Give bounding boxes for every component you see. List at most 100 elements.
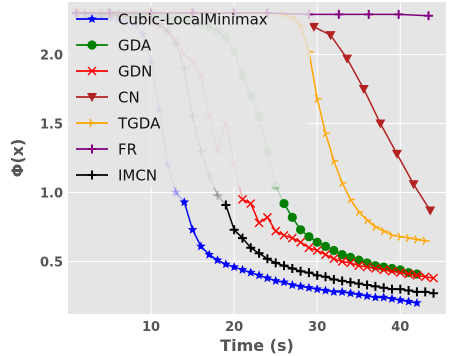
data-point (295, 281, 306, 291)
series-segment (216, 194, 227, 206)
data-point (287, 263, 297, 273)
legend-label: IMCN (118, 167, 157, 185)
data-point (287, 212, 297, 222)
data-point (254, 270, 264, 280)
data-point (196, 241, 206, 251)
data-point (304, 282, 314, 292)
data-point (254, 248, 264, 258)
data-point (329, 274, 339, 284)
data-point (221, 259, 231, 269)
data-point (425, 206, 436, 216)
data-point (372, 222, 380, 232)
data-point (296, 225, 306, 235)
data-point (331, 156, 339, 165)
data-point (362, 280, 372, 290)
data-point (370, 292, 381, 302)
data-point (395, 268, 405, 278)
data-point (179, 197, 190, 207)
legend-label: CN (118, 89, 140, 107)
legend-box (70, 5, 310, 187)
data-point (308, 22, 319, 32)
data-point (345, 288, 356, 298)
series-segment (233, 229, 243, 239)
series-segment (408, 273, 418, 277)
data-point (387, 266, 397, 276)
data-point (212, 255, 223, 265)
data-point (187, 224, 198, 234)
data-point (364, 215, 372, 225)
series-segment (183, 201, 194, 231)
legend-marker (87, 93, 97, 102)
data-point (279, 230, 289, 240)
y-tick-label: 0.5 (40, 256, 63, 271)
data-point (237, 264, 248, 274)
x-axis-label: Time (s) (220, 336, 294, 355)
legend-marker (89, 118, 97, 128)
data-point (279, 277, 289, 287)
legend-marker (87, 40, 97, 50)
data-point (321, 250, 331, 260)
legend-item-gdn: GDN (76, 63, 152, 81)
series-segment (396, 153, 415, 185)
data-point (304, 243, 314, 253)
data-point (312, 246, 322, 255)
legend-marker (87, 14, 97, 23)
data-point (262, 273, 273, 283)
series-cn (308, 22, 436, 216)
y-axis-label: Φ(x) (8, 139, 27, 178)
data-point (312, 270, 322, 280)
data-point (287, 233, 297, 243)
data-point (362, 291, 372, 301)
data-point (337, 276, 347, 286)
data-point (379, 283, 389, 293)
data-point (312, 284, 322, 294)
data-point (347, 195, 355, 204)
data-point (354, 261, 364, 271)
data-point (329, 245, 339, 256)
data-point (420, 272, 430, 282)
data-point (394, 9, 404, 19)
data-point (412, 298, 422, 307)
data-point (337, 250, 347, 260)
series-segment (383, 269, 393, 272)
legend-marker (87, 170, 97, 180)
data-point (422, 236, 430, 246)
data-point (237, 194, 247, 204)
legend-item-tgda: TGDA (76, 115, 161, 133)
series-segment (225, 204, 235, 231)
legend-label: TGDA (117, 115, 161, 133)
data-point (362, 262, 372, 272)
data-point (254, 218, 264, 228)
legend-marker (87, 144, 97, 154)
data-point (412, 269, 422, 279)
legend-label: Cubic-LocalMinimax (118, 11, 268, 29)
series-segment (346, 58, 365, 90)
series-segment (375, 226, 385, 232)
legend-item-gda: GDA (76, 37, 152, 55)
series-segment (400, 271, 409, 275)
series-segment (391, 270, 401, 274)
data-point (395, 295, 406, 305)
data-point (355, 207, 364, 217)
data-point (262, 212, 272, 222)
data-point (337, 257, 347, 267)
data-point (312, 237, 322, 247)
legend: Cubic-LocalMinimax GDA GDN CN TGDA FR IMCN (70, 5, 310, 187)
data-point (375, 119, 386, 129)
data-point (424, 11, 434, 21)
legend-label: GDN (118, 63, 152, 81)
data-point (389, 231, 397, 240)
data-point (271, 258, 281, 268)
data-point (271, 226, 281, 236)
data-point (322, 128, 331, 138)
data-point (354, 279, 364, 289)
data-point (364, 9, 374, 19)
series-segment (250, 203, 260, 224)
data-point (380, 226, 389, 236)
x-tick-label: 40 (391, 320, 409, 335)
data-point (237, 233, 247, 243)
data-point (379, 265, 389, 275)
legend-item-imcn: IMCN (76, 167, 157, 185)
data-point (279, 261, 289, 271)
